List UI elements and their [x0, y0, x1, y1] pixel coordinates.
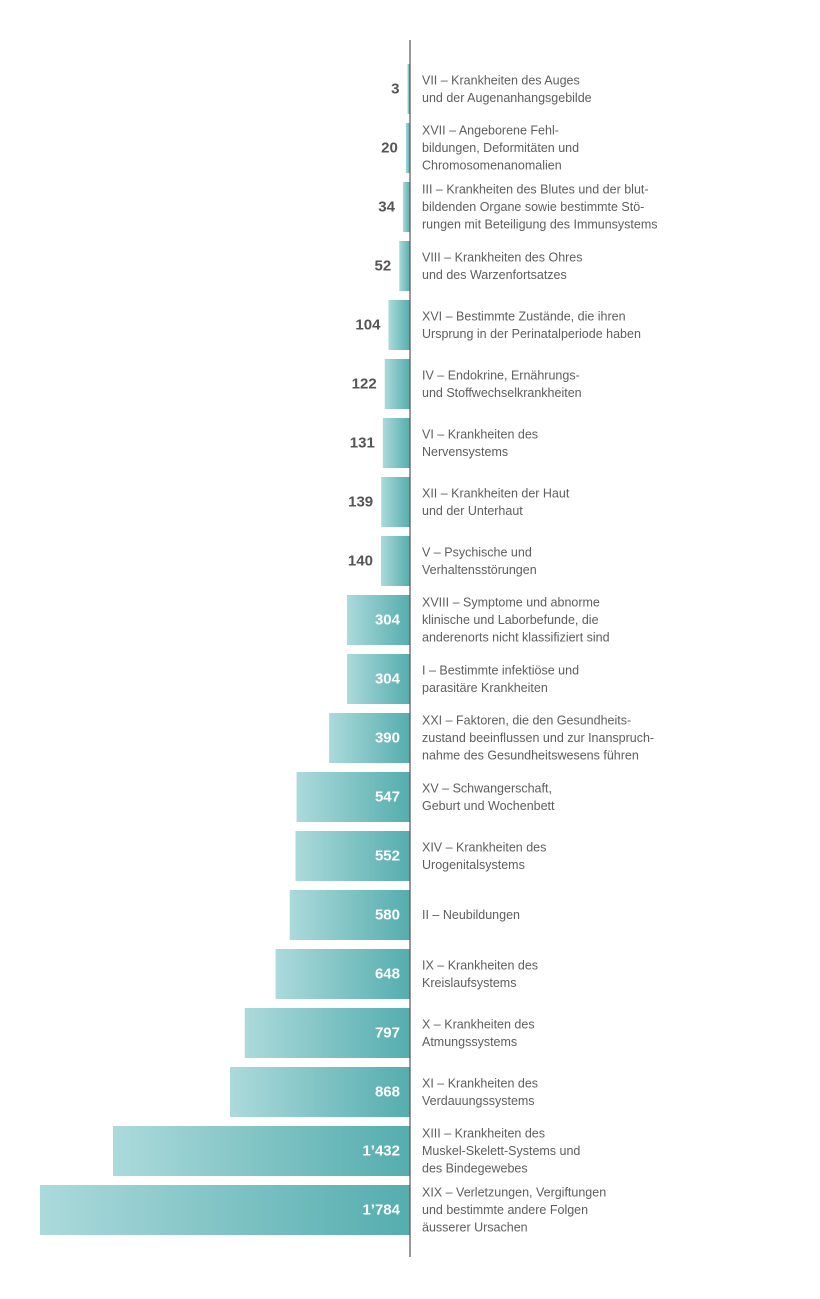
bar-value-label-5: 122 — [352, 376, 377, 393]
bar-value-label-1: 20 — [381, 140, 398, 157]
category-label-2-line-1: bildenden Organe sowie bestimmte Stö- — [422, 200, 644, 214]
category-label-3-line-0: VIII – Krankheiten des Ohres — [422, 250, 583, 264]
bar-value-label-13: 552 — [375, 848, 400, 865]
bar-value-label-0: 3 — [391, 81, 399, 98]
category-label-6-line-1: Nervensystems — [422, 445, 508, 459]
category-label-1-line-2: Chromosomenanomalien — [422, 159, 562, 173]
bar-18 — [113, 1126, 410, 1176]
bar-value-label-19: 1’784 — [362, 1202, 400, 1219]
category-label-0-line-0: VII – Krankheiten des Auges — [422, 73, 580, 87]
category-label-18-line-0: XIII – Krankheiten des — [422, 1127, 545, 1141]
bar-value-label-11: 390 — [375, 730, 400, 747]
category-label-1-line-1: bildungen, Deformitäten und — [422, 141, 579, 155]
category-label-8-line-1: Verhaltensstörungen — [422, 563, 537, 577]
category-label-13-line-1: Urogenitalsystems — [422, 858, 525, 872]
bar-value-label-7: 139 — [348, 494, 373, 511]
category-label-8-line-0: V – Psychische und — [422, 545, 532, 559]
category-label-9-line-0: XVIII – Symptome und abnorme — [422, 596, 600, 610]
category-label-2-line-0: III – Krankheiten des Blutes und der blu… — [422, 183, 649, 197]
bar-15 — [275, 949, 410, 999]
category-label-0-line-1: und der Augenanhangsgebilde — [422, 91, 592, 105]
bar-value-label-14: 580 — [375, 907, 400, 924]
category-label-19-line-2: äusserer Ursachen — [422, 1221, 528, 1235]
bar-10 — [346, 654, 410, 704]
bar-value-label-8: 140 — [348, 553, 373, 570]
category-label-4-line-1: Ursprung in der Perinatalperiode haben — [422, 327, 641, 341]
category-label-13-line-0: XIV – Krankheiten des — [422, 840, 546, 854]
category-label-10-line-0: I – Bestimmte infektiöse und — [422, 663, 579, 677]
category-label-10-line-1: parasitäre Krankheiten — [422, 681, 548, 695]
category-label-2-line-2: rungen mit Beteiligung des Immunsystems — [422, 218, 658, 232]
category-label-19-line-1: und bestimmte andere Folgen — [422, 1203, 588, 1217]
bar-value-label-12: 547 — [375, 789, 400, 806]
category-label-18-line-1: Muskel-Skelett-Systems und — [422, 1144, 580, 1158]
category-label-6-line-0: VI – Krankheiten des — [422, 427, 538, 441]
bar-value-label-6: 131 — [350, 435, 375, 452]
category-label-17-line-0: XI – Krankheiten des — [422, 1076, 538, 1090]
bar-3 — [399, 241, 410, 291]
bar-12 — [296, 772, 410, 822]
category-label-12-line-0: XV – Schwangerschaft, — [422, 781, 552, 795]
category-label-19-line-0: XIX – Verletzungen, Vergiftungen — [422, 1186, 606, 1200]
category-label-9-line-1: klinische und Laborbefunde, die — [422, 613, 599, 627]
bar-9 — [346, 595, 410, 645]
bar-5 — [384, 359, 410, 409]
bar-11 — [329, 713, 410, 763]
category-label-16-line-0: X – Krankheiten des — [422, 1017, 535, 1031]
category-label-9-line-2: anderenorts nicht klassifiziert sind — [422, 631, 610, 645]
bar-1 — [405, 123, 410, 173]
category-label-5-line-1: und Stoffwechselkrankheiten — [422, 386, 582, 400]
bar-value-label-17: 868 — [375, 1084, 400, 1101]
category-label-11-line-1: zustand beeinflussen und zur Inanspruch- — [422, 731, 654, 745]
category-label-7-line-1: und der Unterhaut — [422, 504, 523, 518]
bar-2 — [402, 182, 410, 232]
category-label-15-line-1: Kreislaufsystems — [422, 976, 516, 990]
bar-8 — [380, 536, 410, 586]
category-label-16-line-1: Atmungssystems — [422, 1035, 517, 1049]
category-label-11-line-0: XXI – Faktoren, die den Gesundheits- — [422, 714, 631, 728]
bar-17 — [229, 1067, 410, 1117]
category-label-1-line-0: XVII – Angeborene Fehl- — [422, 124, 559, 138]
bar-value-label-10: 304 — [375, 671, 401, 688]
category-label-11-line-2: nahme des Gesundheitswesens führen — [422, 749, 639, 763]
category-label-4-line-0: XVI – Bestimmte Zustände, die ihren — [422, 309, 626, 323]
category-label-7-line-0: XII – Krankheiten der Haut — [422, 486, 570, 500]
bar-value-label-16: 797 — [375, 1025, 400, 1042]
bar-16 — [244, 1008, 410, 1058]
bar-13 — [295, 831, 410, 881]
bar-value-label-4: 104 — [355, 317, 381, 334]
bar-0 — [407, 64, 410, 114]
category-label-5-line-0: IV – Endokrine, Ernährungs- — [422, 368, 580, 382]
category-labels-group: VII – Krankheiten des Auges und der Augen… — [422, 73, 658, 1234]
category-label-17-line-1: Verdauungssystems — [422, 1094, 535, 1108]
bar-19 — [40, 1185, 410, 1235]
category-label-18-line-2: des Bindegewebes — [422, 1162, 528, 1176]
bar-value-label-2: 34 — [378, 199, 395, 216]
bar-value-label-18: 1’432 — [362, 1143, 400, 1160]
bar-6 — [382, 418, 410, 468]
bar-value-label-9: 304 — [375, 612, 401, 629]
bars-group — [40, 64, 410, 1235]
value-labels-group: 3 20 34 52 104 122 131 139 140 304 304 390 547 552 580… — [348, 81, 401, 1219]
category-label-15-line-0: IX – Krankheiten des — [422, 958, 538, 972]
category-label-3-line-1: und des Warzenfortsatzes — [422, 268, 567, 282]
bar-14 — [289, 890, 410, 940]
bar-value-label-15: 648 — [375, 966, 400, 983]
bar-value-label-3: 52 — [375, 258, 392, 275]
category-label-12-line-1: Geburt und Wochenbett — [422, 799, 555, 813]
category-label-14-line-0: II – Neubildungen — [422, 908, 520, 922]
bar-7 — [381, 477, 410, 527]
bar-4 — [388, 300, 410, 350]
